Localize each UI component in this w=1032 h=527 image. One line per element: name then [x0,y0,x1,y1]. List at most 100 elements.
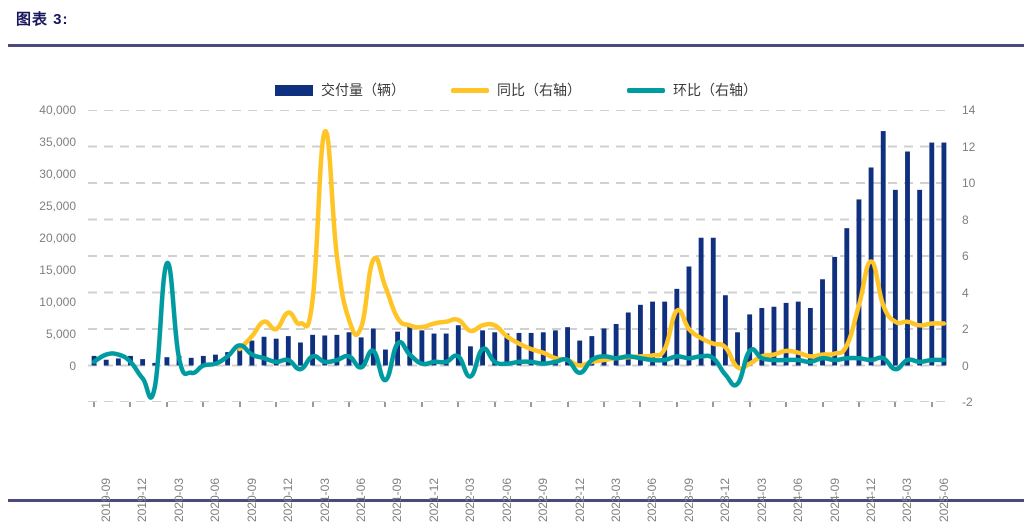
legend-label: 交付量（辆） [321,82,405,98]
y-tick-right: 4 [962,285,969,300]
x-tick-label: 2022-12 [572,478,587,523]
x-tick-mark [165,402,168,407]
bar-2023-06 [637,304,643,366]
y-tick-left: 15,000 [39,262,76,277]
x-tick-mark [129,402,132,407]
y-tick-left: 5,000 [45,326,76,341]
bar-2021-07 [358,337,364,366]
bar-2022-11 [552,330,558,366]
bar-2020-07 [213,354,218,366]
x-tick-mark [348,402,351,407]
bar-2023-08 [662,301,668,366]
x-tick-label: 2021-03 [317,478,332,523]
bar-2024-07 [795,301,801,366]
bar-2025-01 [868,167,874,366]
divider-top [8,44,1024,47]
bar-2024-11 [844,228,850,366]
x-tick-mark [821,402,824,407]
divider-bottom [8,499,1024,502]
legend-swatch-bar-icon [275,84,313,96]
bar-2022-04 [468,346,473,366]
x-tick-label: 2022-03 [463,478,478,523]
x-tick-label: 2020-03 [171,478,186,523]
x-tick-label: 2019-12 [135,478,150,523]
x-tick-mark [748,402,751,407]
bar-2023-11 [698,237,704,366]
plot-area [88,110,950,402]
bar-2021-11 [407,325,413,366]
x-tick-label: 2022-06 [499,478,514,523]
y-tick-right: 10 [962,176,976,190]
bar-2022-10 [540,332,546,366]
legend-label: 同比（右轴） [497,82,581,98]
y-tick-left: 0 [69,358,76,373]
bar-2020-09 [237,345,243,366]
bar-2022-08 [516,332,522,366]
x-tick-mark [384,402,387,407]
bar-2024-02 [735,332,740,366]
bar-2024-09 [820,279,825,366]
x-tick-label: 2023-12 [718,478,733,523]
x-tick-mark [857,402,860,407]
x-tick-label: 2024-03 [754,478,769,523]
legend-item-0[interactable]: 交付量（辆） [275,80,405,100]
bar-2023-10 [686,266,692,366]
bar-2023-02 [589,336,595,366]
bar-2021-01 [285,336,291,366]
page-title: 图表 3: [16,11,69,28]
bar-2020-01 [140,359,146,366]
bar-2024-12 [856,199,862,366]
bar-2022-01 [431,333,437,366]
x-tick-label: 2023-03 [608,478,623,523]
x-tick-label: 2023-06 [645,478,660,523]
y-tick-left: 20,000 [39,230,76,245]
y-tick-left: 40,000 [39,103,76,117]
legend-label: 环比（右轴） [673,82,757,98]
x-tick-mark [712,402,715,407]
bar-2024-03 [747,314,753,366]
y-tick-left: 10,000 [39,294,76,309]
x-tick-label: 2020-06 [208,478,223,523]
bar-2021-09 [383,349,388,366]
bar-2025-07 [941,142,947,366]
x-tick-mark [530,402,533,407]
bar-2020-11 [261,336,267,366]
legend-item-1[interactable]: 同比（右轴） [451,80,581,100]
bar-2021-02 [298,342,303,366]
bar-2022-03 [455,325,461,366]
y-tick-right: 0 [962,358,969,373]
x-tick-mark [238,402,241,407]
x-tick-mark [93,402,96,407]
x-tick-mark [602,402,605,407]
x-tick-mark [202,402,205,407]
bar-2025-03 [892,189,898,366]
x-tick-label: 2025-06 [936,478,951,523]
legend-swatch-line-icon [627,87,665,93]
bar-2020-12 [273,338,279,366]
bar-2023-12 [710,237,716,366]
bar-2021-04 [322,335,328,366]
bar-2021-05 [334,334,340,366]
x-tick-mark [566,402,569,407]
x-tick-label: 2023-09 [681,478,696,523]
x-tick-mark [639,402,642,407]
x-tick-label: 2025-03 [900,478,915,523]
bar-2022-07 [504,333,510,366]
x-tick-mark [894,402,897,407]
x-tick-label: 2024-12 [863,478,878,523]
bar-2022-06 [492,332,498,366]
y-tick-right: 8 [962,212,969,227]
bar-2019-10 [103,359,109,366]
bar-2021-08 [370,328,376,366]
y-tick-right: 14 [962,103,976,117]
x-tick-mark [420,402,423,407]
bar-2024-10 [832,256,838,366]
y-tick-left: 35,000 [39,134,76,149]
x-tick-label: 2020-09 [244,478,259,523]
x-tick-mark [311,402,314,407]
bar-2021-10 [395,331,401,366]
legend-item-2[interactable]: 环比（右轴） [627,80,757,100]
bar-2023-05 [625,312,631,366]
bar-2022-02 [443,333,449,366]
bar-2025-04 [905,151,910,366]
